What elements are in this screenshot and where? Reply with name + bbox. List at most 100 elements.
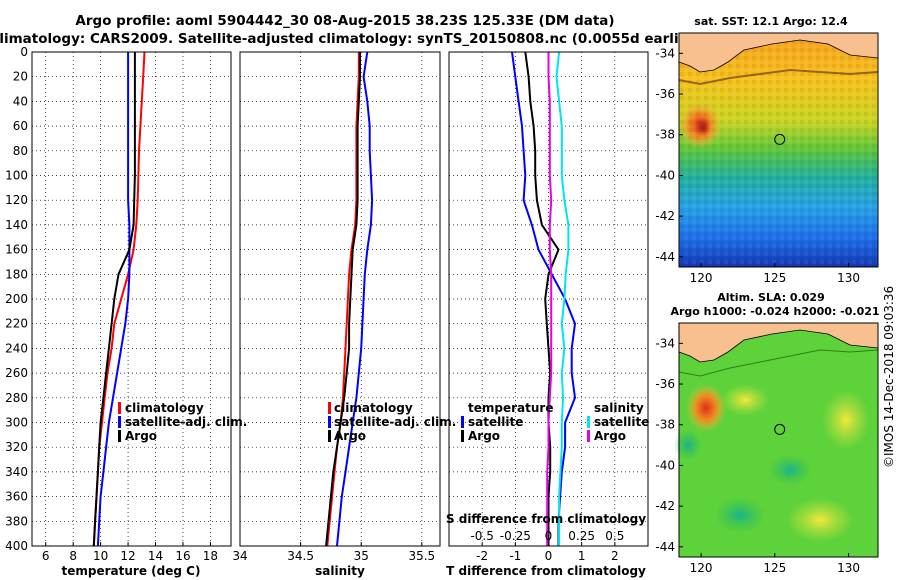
map-x-tick-label: 125: [763, 271, 786, 285]
legend-label-s-argo: Argo: [594, 429, 626, 443]
map-y-tick-label: -36: [655, 87, 675, 101]
imos-credit: ©IMOS 14-Dec-2018 09:03:36: [882, 286, 896, 468]
difference-panel: -2 -1 0 1 2 -0.5 -0.25 0 0.25 0.5 S difference f…: [446, 51, 649, 578]
s-x-tick-label: -0.5: [470, 529, 493, 543]
temperature-panel: 6 8 10 12 14 16 18 0 20 40 60 80 100 120 140 160 180 200…: [5, 45, 247, 578]
y-tick-label: 340: [5, 465, 28, 479]
x-tick-label: 0: [545, 549, 553, 563]
x-tick-label: 34.5: [287, 549, 314, 563]
sla-yellow-patch-3: [822, 390, 870, 450]
sla-map: Altim. SLA: 0.029 Argo h1000: -0.024 h20…: [655, 291, 879, 575]
sst-map: sat. SST: 12.1 Argo: 12.4 120 125 130 -34 -…: [655, 15, 879, 285]
sla-positive-eddy: [686, 384, 726, 432]
salinity-legend: climatology satellite-adj. clim. Argo: [328, 401, 456, 443]
sla-map-subtitle: Argo h1000: -0.024 h2000: -0.021: [670, 305, 879, 318]
legend-label-argo: Argo: [334, 429, 366, 443]
x-tick-label: -2: [476, 549, 488, 563]
sla-land: [679, 323, 878, 362]
s-x-tick-label: 0.25: [568, 529, 595, 543]
map-y-tick-label: -34: [655, 336, 675, 350]
temperature-plot-frame: [31, 51, 232, 547]
sst-argo-position-marker: [774, 133, 786, 145]
y-tick-label: 400: [5, 539, 28, 553]
series-line-s-satellite: [555, 51, 570, 546]
map-y-tick-label: -42: [655, 209, 675, 223]
legend-label-climatology: climatology: [125, 401, 204, 415]
series-line-satellite-adj-clim-: [336, 51, 374, 547]
legend-label-s-satellite: satellite: [594, 415, 649, 429]
legend-label-climatology: climatology: [334, 401, 413, 415]
y-tick-label: 240: [5, 341, 28, 355]
x-tick-label: 34: [232, 549, 247, 563]
y-tick-label: 60: [13, 119, 28, 133]
legend-swatch-argo: [118, 430, 121, 442]
legend-label-satellite: satellite-adj. clim.: [125, 415, 247, 429]
map-x-tick-label: 120: [690, 561, 713, 575]
sst-coastline: [678, 39, 879, 73]
figure-title-line1: Argo profile: aoml 5904442_30 08-Aug-201…: [75, 13, 614, 29]
s-x-tick-label: 0.5: [605, 529, 624, 543]
legend-swatch-t-argo: [461, 430, 464, 442]
series-line-argo: [92, 52, 136, 547]
map-x-tick-label: 120: [690, 271, 713, 285]
legend-swatch-climatology: [328, 402, 331, 414]
y-tick-label: 300: [5, 416, 28, 430]
legend-swatch-s-argo: [587, 430, 590, 442]
y-tick-label: 200: [5, 292, 28, 306]
sla-map-title: Altim. SLA: 0.029: [717, 291, 824, 304]
legend-label-argo: Argo: [125, 429, 157, 443]
salinity-xlabel: salinity: [315, 564, 365, 578]
series-line-satellite-adj-clim-: [96, 52, 131, 547]
difference-plot-frame: [448, 51, 649, 547]
x-tick-label: 10: [93, 549, 108, 563]
x-tick-label: 6: [42, 549, 50, 563]
y-tick-label: 320: [5, 440, 28, 454]
legend-swatch-climatology: [118, 402, 121, 414]
sst-map-title: sat. SST: 12.1 Argo: 12.4: [694, 15, 848, 28]
map-x-tick-label: 125: [763, 561, 786, 575]
y-tick-label: 180: [5, 267, 28, 281]
sla-yellow-patch-1: [721, 384, 769, 416]
sla-shelf-contour: [678, 349, 879, 377]
x-tick-label: 1: [578, 549, 586, 563]
salinity-plot-frame: [239, 51, 441, 547]
legend-label-satellite: satellite-adj. clim.: [334, 415, 456, 429]
series-line-t-argo: [524, 51, 560, 546]
y-tick-label: 360: [5, 490, 28, 504]
x-tick-label: 35.5: [408, 549, 435, 563]
salinity-panel: 34 34.5 35 35.5 salinity climatology satell…: [232, 51, 456, 578]
y-tick-label: 220: [5, 317, 28, 331]
s-difference-xlabel: S difference from climatology: [446, 512, 646, 526]
t-difference-xlabel: T difference from climatology: [446, 564, 646, 578]
legend-title-salinity: salinity: [594, 401, 644, 415]
sla-argo-position-marker: [774, 423, 786, 435]
x-tick-label: 2: [611, 549, 619, 563]
sst-shelf-band: [678, 68, 879, 86]
x-tick-label: 35: [354, 549, 369, 563]
y-tick-label: 260: [5, 366, 28, 380]
x-tick-label: 14: [148, 549, 163, 563]
salinity-diff-legend: salinity satellite Argo: [587, 401, 649, 443]
y-tick-label: 0: [20, 45, 28, 59]
y-tick-label: 40: [13, 94, 28, 108]
map-y-tick-label: -42: [655, 499, 675, 513]
sla-negative-eddy-2: [768, 454, 812, 486]
y-tick-label: 140: [5, 218, 28, 232]
map-y-tick-label: -44: [655, 540, 675, 554]
map-y-tick-label: -36: [655, 377, 675, 391]
sst-land: [679, 33, 878, 72]
map-y-tick-label: -34: [655, 46, 675, 60]
legend-title-temperature: temperature: [468, 401, 553, 415]
map-y-tick-label: -38: [655, 128, 675, 142]
y-tick-label: 80: [13, 144, 28, 158]
sla-negative-eddy-3: [714, 497, 766, 533]
map-y-tick-label: -40: [655, 458, 675, 472]
series-line-argo: [325, 52, 361, 547]
y-tick-label: 380: [5, 514, 28, 528]
y-tick-label: 100: [5, 169, 28, 183]
sla-map-frame: [678, 322, 879, 558]
temperature-xlabel: temperature (deg C): [62, 564, 201, 578]
figure-title-line2: Climatology: CARS2009. Satellite-adjuste…: [0, 31, 701, 47]
legend-swatch-s-satellite: [587, 416, 590, 428]
s-x-tick-label: 0: [545, 529, 553, 543]
